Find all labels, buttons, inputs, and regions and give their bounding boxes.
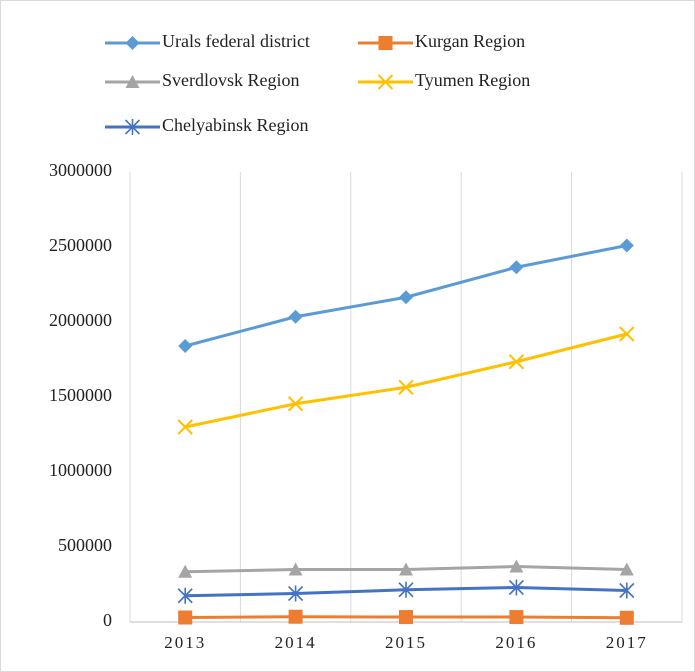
marker bbox=[619, 610, 634, 625]
marker bbox=[125, 36, 140, 50]
marker bbox=[177, 419, 193, 435]
grid bbox=[129, 172, 683, 623]
marker bbox=[619, 582, 635, 599]
marker bbox=[124, 119, 141, 135]
y-tick-label: 2000000 bbox=[49, 310, 112, 330]
marker bbox=[619, 326, 635, 342]
legend-label: Sverdlovsk Region bbox=[162, 70, 300, 90]
marker bbox=[125, 75, 140, 88]
legend-label: Tyumen Region bbox=[415, 70, 530, 90]
marker bbox=[509, 559, 524, 573]
y-tick-label: 500000 bbox=[58, 535, 112, 555]
marker bbox=[287, 396, 304, 412]
y-tick-label: 1500000 bbox=[49, 385, 112, 405]
marker bbox=[508, 354, 525, 370]
marker bbox=[288, 309, 303, 324]
legend-label: Urals federal district bbox=[162, 31, 310, 51]
x-tick-label: 2014 bbox=[275, 633, 317, 652]
y-tick-label: 0 bbox=[103, 610, 112, 630]
marker bbox=[288, 609, 303, 624]
marker bbox=[178, 339, 193, 353]
marker bbox=[619, 562, 634, 576]
marker bbox=[398, 581, 414, 598]
y-tick-label: 2500000 bbox=[49, 235, 112, 255]
marker bbox=[508, 579, 524, 596]
legend-label: Kurgan Region bbox=[415, 31, 525, 51]
y-tick-label: 3000000 bbox=[49, 160, 112, 180]
marker bbox=[377, 74, 394, 90]
marker bbox=[177, 587, 193, 604]
marker bbox=[399, 290, 413, 305]
marker bbox=[509, 610, 524, 625]
marker bbox=[399, 562, 413, 576]
marker bbox=[178, 564, 193, 578]
legend-label: Chelyabinsk Region bbox=[162, 115, 309, 135]
x-tick-label: 2015 bbox=[385, 633, 427, 652]
marker bbox=[509, 260, 524, 275]
marker bbox=[288, 562, 303, 576]
x-tick-label: 2013 bbox=[164, 633, 206, 652]
marker bbox=[398, 379, 414, 395]
plot bbox=[177, 238, 635, 625]
marker bbox=[288, 585, 304, 602]
marker bbox=[399, 610, 413, 625]
y-tick-label: 1000000 bbox=[49, 460, 112, 480]
x-tick-label: 2017 bbox=[606, 633, 648, 652]
x-tick-label: 2016 bbox=[495, 633, 537, 652]
marker bbox=[178, 610, 193, 625]
marker bbox=[619, 238, 634, 253]
marker bbox=[378, 36, 393, 50]
